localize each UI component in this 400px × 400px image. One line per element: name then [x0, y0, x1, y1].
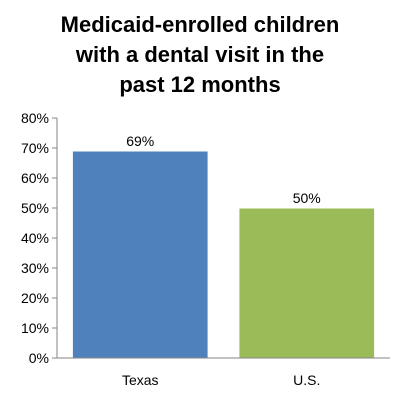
y-tick-label: 70%: [21, 140, 49, 156]
data-label: 50%: [293, 190, 321, 206]
chart-title: Medicaid-enrolled children with a dental…: [0, 10, 400, 100]
y-axis: 0% 10% 20% 30% 40% 50% 60% 70% 80%: [21, 110, 58, 366]
y-tick-label: 10%: [21, 320, 49, 336]
bars: 69% 50%: [71, 133, 376, 359]
y-tick-label: 20%: [21, 290, 49, 306]
data-label: 69%: [126, 133, 154, 149]
chart-title-line-1: Medicaid-enrolled children: [60, 12, 340, 37]
chart-title-line-3: past 12 months: [119, 72, 281, 97]
y-tick-label: 80%: [21, 110, 49, 126]
bar-u-s: [238, 207, 376, 359]
chart-title-line-2: with a dental visit in the: [75, 42, 325, 67]
y-tick-label: 0%: [29, 350, 49, 366]
x-category-label: U.S.: [293, 372, 320, 388]
x-axis: Texas U.S.: [57, 357, 390, 388]
x-category-label: Texas: [122, 372, 159, 388]
y-tick-label: 30%: [21, 260, 49, 276]
bar-texas: [71, 150, 209, 359]
y-tick-label: 50%: [21, 200, 49, 216]
y-tick-label: 40%: [21, 230, 49, 246]
y-tick-label: 60%: [21, 170, 49, 186]
